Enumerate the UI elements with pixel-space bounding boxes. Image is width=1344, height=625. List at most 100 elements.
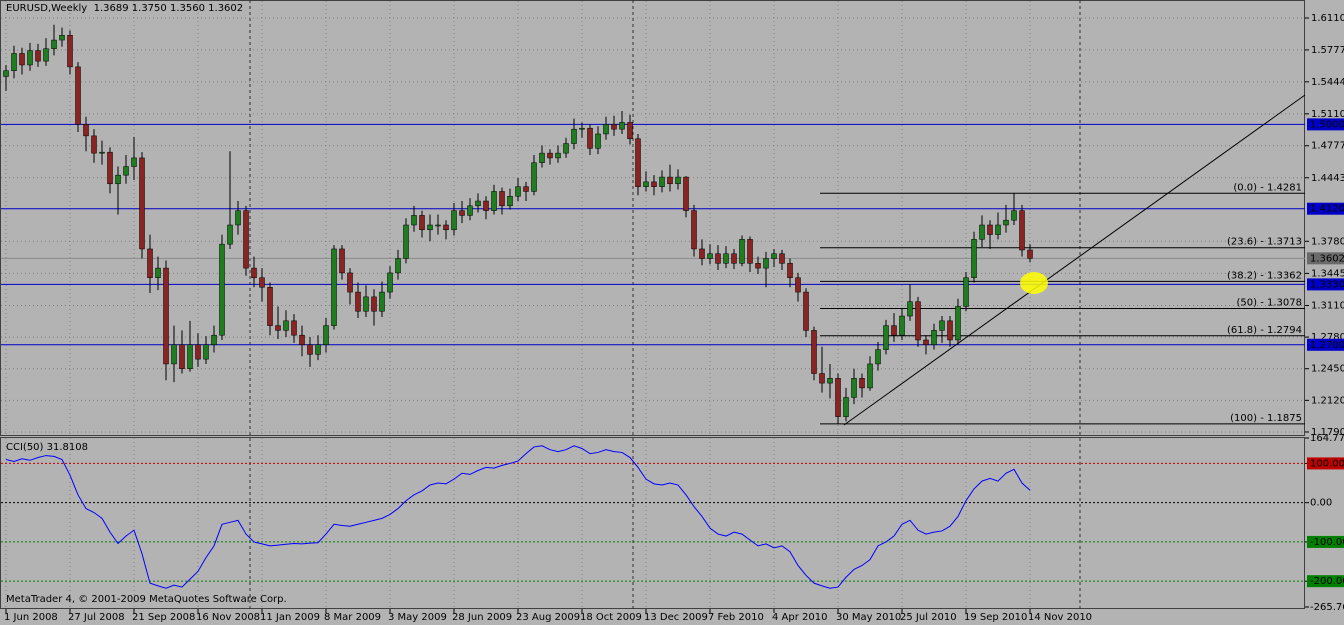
candle-body (811, 330, 817, 374)
y-tick-label: 1.4443 (1311, 173, 1344, 184)
candle-body (723, 253, 729, 264)
candle-body (307, 344, 313, 355)
cci-line (5, 445, 1031, 589)
quote-close: 1.3602 (208, 3, 244, 14)
footer: MetaTrader 4, © 2001-2009 MetaQuotes Sof… (6, 594, 287, 605)
candle-body (27, 50, 33, 66)
candle-body (667, 176, 673, 185)
candle-body (427, 224, 433, 231)
x-tick-label: 13 Dec 2009 (644, 612, 708, 623)
candle-body (643, 181, 649, 187)
x-tick-label: 19 Sep 2010 (964, 612, 1027, 623)
candle-body (115, 174, 121, 185)
candle-body (107, 151, 113, 185)
candle-body (259, 277, 265, 288)
candle-body (619, 122, 625, 130)
candle-body (547, 152, 553, 159)
candle-body (491, 191, 497, 211)
candle-body (835, 378, 841, 417)
y-tick-label: 1.5777 (1311, 45, 1344, 56)
y-tick-label: 1.4777 (1311, 141, 1344, 152)
candle-body (499, 191, 505, 207)
candle-body (803, 291, 809, 331)
y-tick-label: 100.000 (1310, 458, 1344, 469)
y-tick-label: -100.000 (1310, 537, 1344, 548)
candle-body (35, 50, 41, 62)
candle-body (675, 176, 681, 185)
candle-body (435, 224, 441, 227)
candle-body (923, 339, 929, 346)
candle-body (819, 373, 825, 384)
price-label: 1.2700 (1310, 340, 1344, 351)
candle-body (275, 325, 281, 331)
bid-label-box (1307, 252, 1344, 265)
candle-body (883, 325, 889, 350)
candle-body (915, 301, 921, 341)
candle-body (251, 267, 257, 278)
quote-high: 1.3750 (131, 3, 167, 14)
candle-body (1011, 210, 1017, 221)
candle-body (91, 135, 97, 154)
candle-body (507, 195, 513, 207)
y-tick-label: 1.1790 (1311, 427, 1344, 438)
candle-body (739, 239, 745, 264)
candle-body (203, 344, 209, 360)
candle-body (123, 166, 129, 176)
candle-body (763, 258, 769, 269)
candle-body (187, 344, 193, 369)
fib-label: (0.0) - 1.4281 (1233, 182, 1302, 193)
candle-body (139, 157, 145, 250)
x-tick-label: 28 Jun 2009 (452, 612, 512, 623)
bid-label: 1.3602 (1310, 253, 1344, 264)
highlight-circle (1020, 272, 1048, 294)
level-label-box (1307, 535, 1344, 548)
candle-body (939, 320, 945, 331)
candle-body (347, 272, 353, 293)
fib-label: (23.6) - 1.3713 (1227, 237, 1302, 248)
x-tick-label: 4 Apr 2010 (772, 612, 827, 623)
main-panel-border (0, 0, 1305, 436)
cci-title: CCI(50) (6, 442, 44, 453)
x-tick-label: 27 Jul 2008 (68, 612, 125, 623)
y-tick-label: 1.2450 (1311, 364, 1344, 375)
x-tick-label: 8 Mar 2009 (324, 612, 381, 623)
candle-body (403, 224, 409, 259)
cci-panel-border (0, 437, 1305, 609)
candle-body (363, 296, 369, 312)
candle-body (379, 291, 385, 312)
candle-body (827, 378, 833, 384)
candle-body (539, 152, 545, 163)
candle-body (755, 263, 761, 269)
fib-label: (50) - 1.3078 (1237, 298, 1302, 309)
candle-body (523, 186, 529, 192)
level-label-box (1307, 457, 1344, 470)
candle-body (83, 124, 89, 137)
candle-body (979, 224, 985, 240)
y-tick-label: 1.5110 (1311, 109, 1344, 120)
candle-body (227, 224, 233, 245)
fib-label: (61.8) - 1.2794 (1227, 325, 1302, 336)
candle-body (43, 48, 49, 62)
y-tick-label: 1.3110 (1311, 300, 1344, 311)
candle-body (899, 315, 905, 336)
x-tick-label: 14 Nov 2010 (1028, 612, 1092, 623)
candle-body (387, 272, 393, 293)
candle-body (3, 70, 9, 77)
candle-body (1019, 210, 1025, 251)
x-tick-label: 3 May 2009 (388, 612, 447, 623)
candle-body (531, 162, 537, 192)
candle-body (747, 239, 753, 264)
candle-body (947, 320, 953, 341)
candle-body (595, 133, 601, 149)
fib-label: (100) - 1.1875 (1230, 413, 1302, 424)
candle-body (243, 210, 249, 269)
quote-open: 1.3689 (93, 3, 129, 14)
candle-body (715, 253, 721, 264)
candle-body (11, 53, 17, 71)
y-tick-label: -200.000 (1310, 576, 1344, 587)
candle-body (1003, 219, 1009, 226)
candle-body (475, 200, 481, 207)
candle-body (75, 66, 81, 125)
candle-body (267, 287, 273, 326)
